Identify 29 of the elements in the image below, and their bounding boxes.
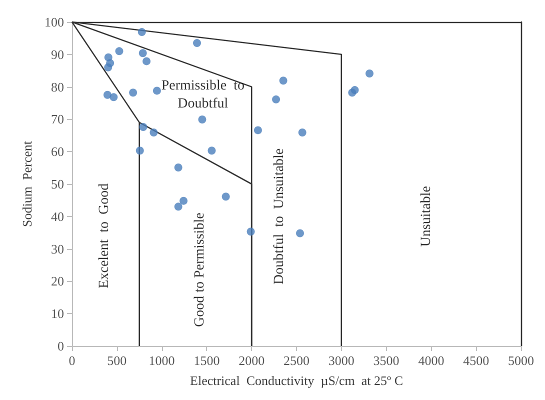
x-tick-label: 2000 (238, 353, 265, 368)
y-tick-label: 90 (51, 46, 64, 62)
y-tick-label: 50 (51, 176, 64, 192)
annotation: Good to Permissible (192, 212, 208, 328)
y-tick-label: 30 (51, 241, 64, 256)
x-tick-label: 3500 (373, 353, 400, 368)
x-tick-label: 0 (68, 353, 76, 368)
x-tick-label: 5000 (508, 353, 534, 368)
x-tick-label: 1500 (194, 353, 220, 368)
y-tick-label: 70 (51, 112, 64, 127)
y-tick-label: 10 (51, 306, 64, 322)
x-tick-label: 3000 (328, 353, 354, 368)
x-tick-label: 1000 (148, 353, 175, 368)
x-axis-title: Electrical Conductivity µS/cm at 25º C (190, 373, 403, 388)
annotation: Unsuitable (418, 186, 434, 247)
x-tick-label: 4500 (463, 353, 490, 368)
y-tick-label: 40 (51, 208, 64, 224)
y-tick-label: 60 (51, 144, 64, 160)
y-tick-label: 20 (51, 274, 64, 289)
annotation: Permissible to Doubtful (161, 78, 245, 112)
x-tick-label: 2500 (284, 353, 310, 368)
y-tick-label: 100 (44, 14, 64, 30)
x-tick-label: 500 (107, 353, 127, 368)
x-tick-label: 4000 (418, 353, 444, 368)
y-tick-label: 80 (51, 79, 64, 94)
y-axis-title: Sodium Percent (20, 140, 35, 227)
annotation: Doubtful to Unsuitable (272, 148, 288, 284)
annotation: Excelent to Good (97, 183, 112, 288)
y-tick-label: 0 (58, 338, 64, 354)
